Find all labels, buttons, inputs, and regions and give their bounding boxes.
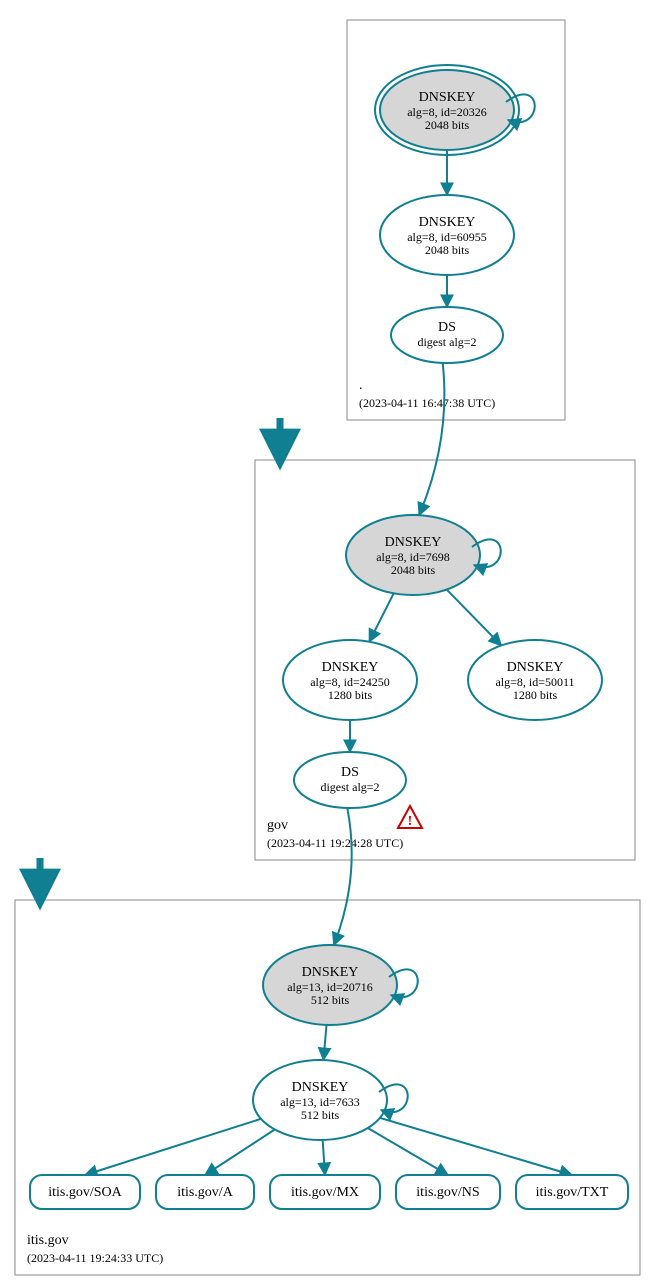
svg-text:DNSKEY: DNSKEY <box>322 660 379 675</box>
node-itis_ksk: DNSKEYalg=13, id=20716512 bits <box>263 945 418 1025</box>
svg-text:DNSKEY: DNSKEY <box>385 535 442 550</box>
svg-text:itis.gov/MX: itis.gov/MX <box>291 1185 359 1200</box>
svg-text:alg=8, id=24250: alg=8, id=24250 <box>310 675 390 689</box>
svg-text:DNSKEY: DNSKEY <box>507 660 564 675</box>
svg-text:itis.gov/TXT: itis.gov/TXT <box>536 1185 609 1200</box>
svg-text:512 bits: 512 bits <box>311 993 350 1007</box>
svg-text:alg=8, id=20326: alg=8, id=20326 <box>407 105 487 119</box>
zone-label-itis: itis.gov <box>27 1233 69 1248</box>
node-gov_zsk1: DNSKEYalg=8, id=242501280 bits <box>283 640 417 720</box>
svg-text:alg=8, id=60955: alg=8, id=60955 <box>407 230 487 244</box>
node-gov_zsk2: DNSKEYalg=8, id=500111280 bits <box>468 640 602 720</box>
svg-text:2048 bits: 2048 bits <box>391 563 436 577</box>
edge <box>323 1140 325 1175</box>
svg-text:digest alg=2: digest alg=2 <box>320 780 379 794</box>
rr-a: itis.gov/A <box>156 1175 254 1209</box>
svg-text:DNSKEY: DNSKEY <box>302 965 359 980</box>
svg-text:DS: DS <box>438 320 456 335</box>
rr-soa: itis.gov/SOA <box>30 1175 140 1209</box>
zone-label-gov: gov <box>267 818 288 833</box>
svg-text:itis.gov/A: itis.gov/A <box>177 1185 234 1200</box>
node-root_ds: DSdigest alg=2 <box>391 307 503 363</box>
svg-text:alg=13, id=20716: alg=13, id=20716 <box>287 980 373 994</box>
svg-text:itis.gov/NS: itis.gov/NS <box>416 1185 479 1200</box>
edge <box>85 1119 261 1175</box>
zone-label-root: . <box>359 378 363 393</box>
edge <box>205 1130 275 1175</box>
node-gov_ksk: DNSKEYalg=8, id=76982048 bits <box>346 515 501 595</box>
node-itis_zsk: DNSKEYalg=13, id=7633512 bits <box>253 1060 408 1140</box>
dnssec-chain-diagram: . (2023-04-11 16:47:38 UTC) gov (2023-04-11… <box>0 0 653 1282</box>
zone-time-root: (2023-04-11 16:47:38 UTC) <box>359 396 495 410</box>
node-root_ksk: DNSKEYalg=8, id=203262048 bits <box>375 65 535 155</box>
rr-ns: itis.gov/NS <box>396 1175 500 1209</box>
rr-txt: itis.gov/TXT <box>516 1175 628 1209</box>
svg-text:1280 bits: 1280 bits <box>513 688 558 702</box>
svg-text:DS: DS <box>341 765 359 780</box>
svg-text:2048 bits: 2048 bits <box>425 243 470 257</box>
svg-text:digest alg=2: digest alg=2 <box>417 335 476 349</box>
edge <box>380 1118 572 1175</box>
edge <box>447 590 502 646</box>
svg-text:alg=13, id=7633: alg=13, id=7633 <box>280 1095 360 1109</box>
svg-text:alg=8, id=50011: alg=8, id=50011 <box>495 675 574 689</box>
svg-text:DNSKEY: DNSKEY <box>292 1080 349 1095</box>
node-gov_ds: DSdigest alg=2 <box>294 752 406 808</box>
svg-text:1280 bits: 1280 bits <box>328 688 373 702</box>
edge <box>369 593 393 641</box>
rr-mx: itis.gov/MX <box>270 1175 380 1209</box>
svg-text:512 bits: 512 bits <box>301 1108 340 1122</box>
svg-text:DNSKEY: DNSKEY <box>419 215 476 230</box>
svg-text:!: ! <box>408 814 413 829</box>
edge <box>334 808 352 945</box>
svg-text:2048 bits: 2048 bits <box>425 118 470 132</box>
node-root_zsk: DNSKEYalg=8, id=609552048 bits <box>380 195 514 275</box>
zone-time-itis: (2023-04-11 19:24:33 UTC) <box>27 1251 163 1265</box>
svg-text:itis.gov/SOA: itis.gov/SOA <box>48 1185 122 1200</box>
edge <box>323 1025 326 1060</box>
edge <box>419 363 444 515</box>
svg-text:alg=8, id=7698: alg=8, id=7698 <box>376 550 450 564</box>
svg-text:DNSKEY: DNSKEY <box>419 90 476 105</box>
zone-time-gov: (2023-04-11 19:24:28 UTC) <box>267 836 403 850</box>
